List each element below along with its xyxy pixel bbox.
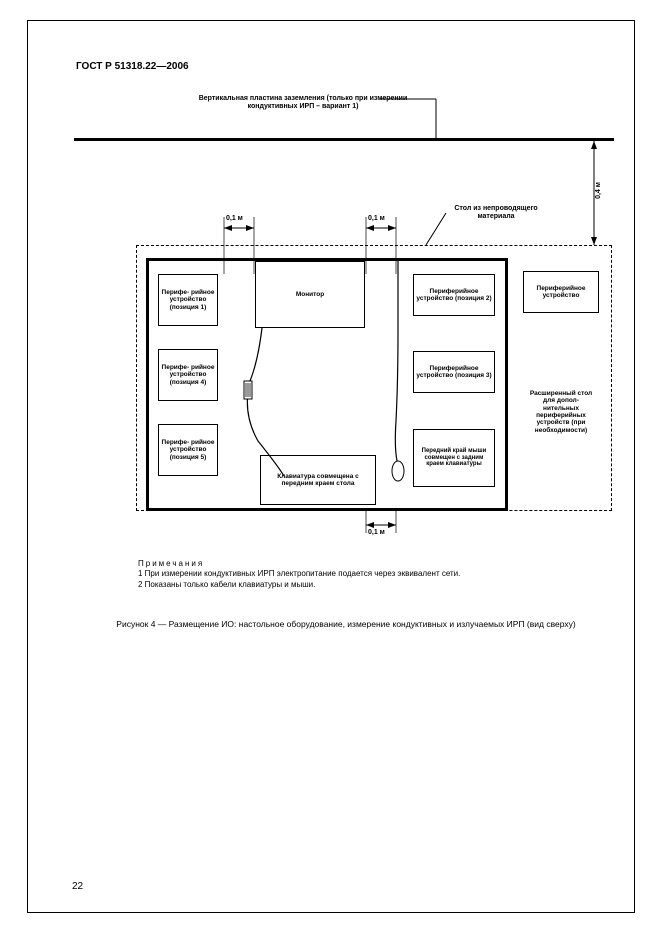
peripheral-2: Периферийное устройство (позиция 2)	[413, 274, 495, 316]
peripheral-4: Перифе- рийное устройство (позиция 4)	[158, 349, 218, 401]
monitor-box: Монитор	[255, 261, 365, 328]
extended-table-note: Расширенный стол для допол- нительных пе…	[523, 371, 599, 453]
mouse-note-box: Передний край мыши совмещен с задним кра…	[413, 429, 495, 487]
table-material-callout: Стол из непроводящего материала	[446, 205, 546, 220]
peripheral-5: Перифе- рийное устройство (позиция 5)	[158, 424, 218, 476]
note-1: 1 При измерении кондуктивных ИРП электро…	[138, 569, 460, 578]
peripheral-3: Периферийное устройство (позиция 3)	[413, 351, 495, 393]
page-frame: ГОСТ Р 51318.22—2006 Вертикальная пласти…	[27, 20, 635, 913]
peripheral-ext: Периферийное устройство	[523, 271, 599, 313]
note-2: 2 Показаны только кабели клавиатуры и мы…	[138, 580, 315, 589]
ground-plate-note: Вертикальная пластина заземления (только…	[178, 95, 428, 112]
keyboard-box: Клавиатура совмещена с передним краем ст…	[260, 455, 376, 505]
page-number: 22	[72, 881, 83, 892]
notes-title: Примечания	[138, 559, 204, 568]
dim-0-1m-bottom: 0,1 м	[368, 529, 385, 536]
dim-0-1m-right: 0,1 м	[368, 215, 385, 222]
peripheral-1: Перифе- рийное устройство (позиция 1)	[158, 274, 218, 326]
notes-block: Примечания 1 При измерении кондуктивных …	[138, 559, 578, 590]
standard-code: ГОСТ Р 51318.22—2006	[76, 61, 189, 72]
ground-plate-line	[74, 138, 614, 141]
figure-caption: Рисунок 4 — Размещение ИО: настольное об…	[96, 619, 596, 630]
dim-0-4m: 0,4 м	[595, 182, 602, 199]
dim-0-1m-left: 0,1 м	[226, 215, 243, 222]
